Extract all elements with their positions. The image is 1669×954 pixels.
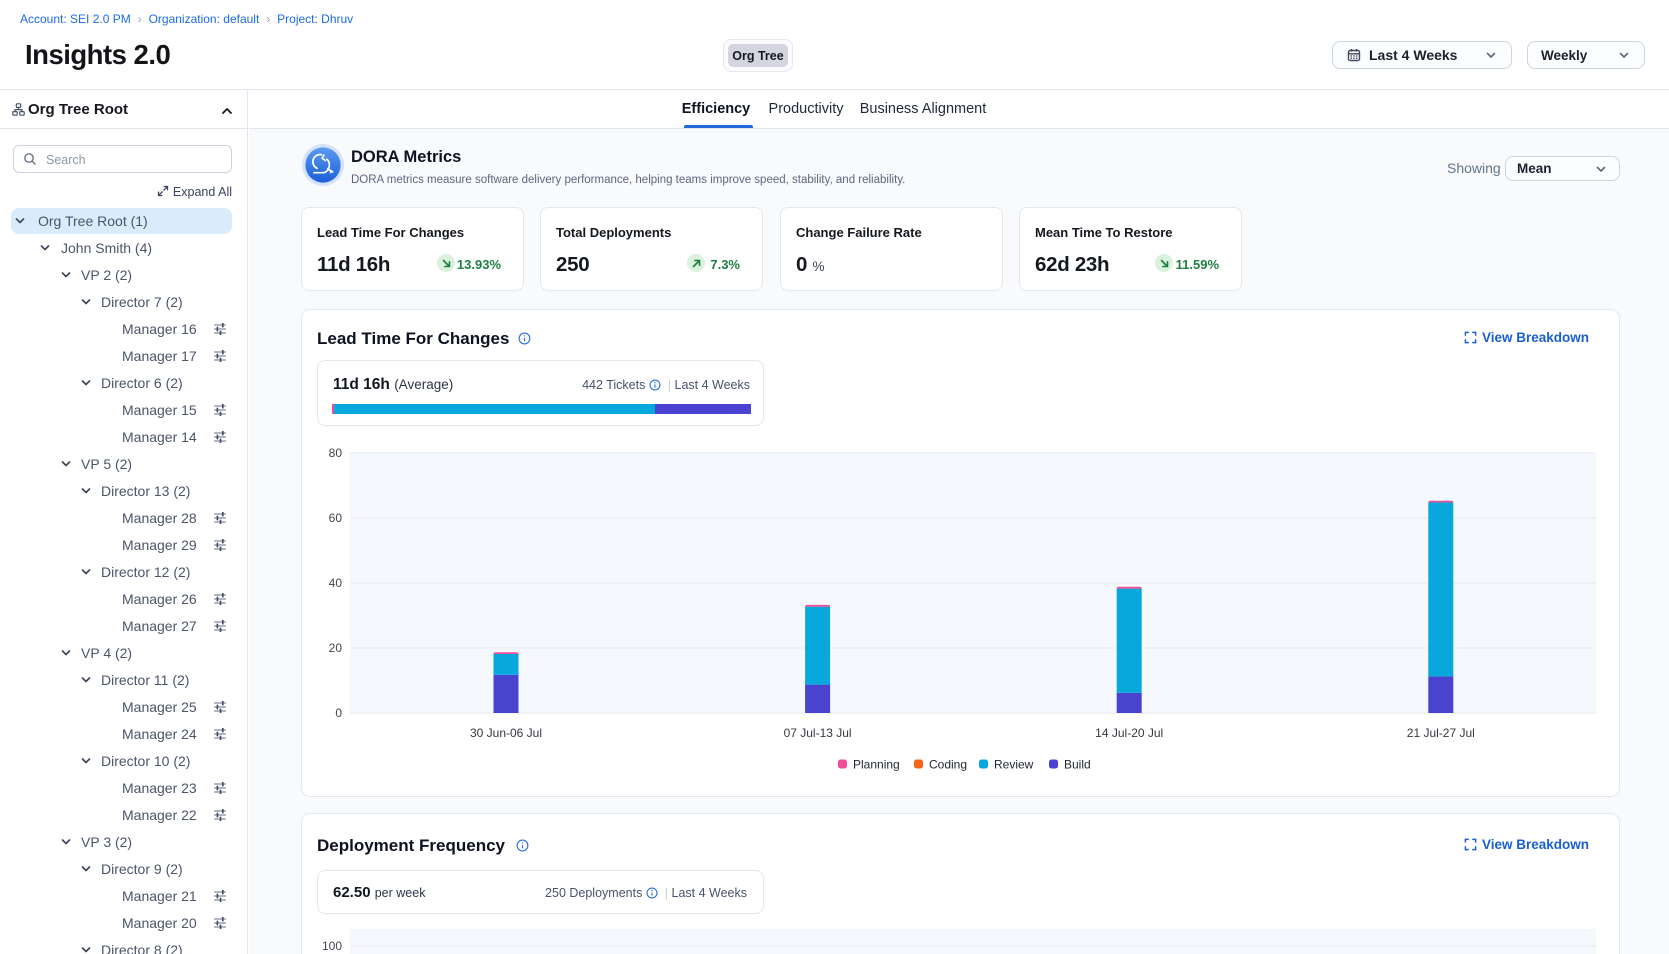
svg-text:Review: Review bbox=[994, 758, 1034, 772]
svg-text:80: 80 bbox=[329, 446, 343, 460]
svg-text:60: 60 bbox=[329, 511, 343, 525]
svg-text:Planning: Planning bbox=[853, 758, 900, 772]
svg-text:30 Jun-06 Jul: 30 Jun-06 Jul bbox=[470, 726, 542, 740]
svg-text:14 Jul-20 Jul: 14 Jul-20 Jul bbox=[1095, 726, 1163, 740]
svg-text:0: 0 bbox=[335, 706, 342, 720]
svg-text:20: 20 bbox=[329, 641, 343, 655]
svg-text:07 Jul-13 Jul: 07 Jul-13 Jul bbox=[784, 726, 852, 740]
svg-text:40: 40 bbox=[329, 576, 343, 590]
svg-text:21 Jul-27 Jul: 21 Jul-27 Jul bbox=[1407, 726, 1475, 740]
svg-text:100: 100 bbox=[322, 939, 342, 953]
svg-text:Coding: Coding bbox=[929, 758, 967, 772]
svg-text:Build: Build bbox=[1064, 758, 1091, 772]
